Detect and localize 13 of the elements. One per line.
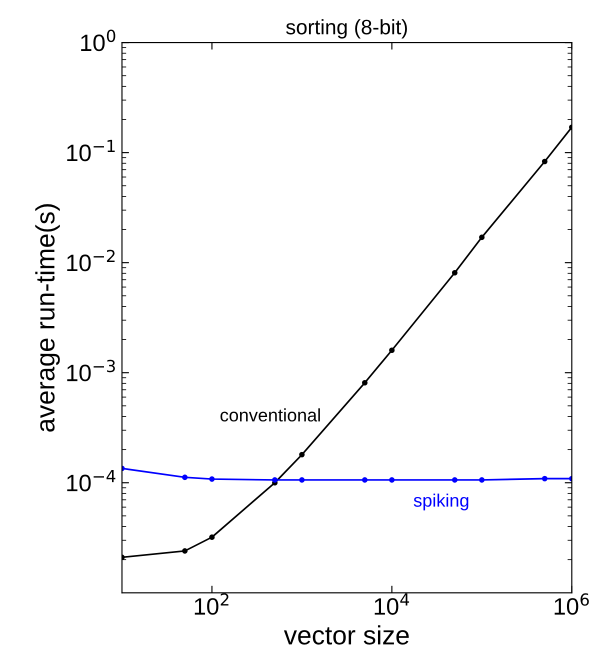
x-tick-label: 10$^{6}$ (554, 593, 589, 615)
x-tick-label: 10$^{4}$ (374, 593, 410, 615)
y-tick-label: 10$^{0}$ (81, 30, 116, 52)
x-axis-title: vector size (284, 625, 409, 645)
series-label: conventional (220, 408, 320, 422)
y-tick-label: 10$^{−1}$ (67, 140, 115, 162)
x-tick-label: 10$^{2}$ (194, 593, 228, 615)
series-label: spiking (414, 494, 468, 510)
y-tick-label: 10$^{−2}$ (67, 250, 115, 272)
y-axis-title: average run-time(s) (35, 204, 60, 432)
y-tick-label: 10$^{−4}$ (67, 470, 116, 492)
chart-title: sorting (8-bit) (286, 19, 407, 39)
y-tick-label: 10$^{−3}$ (67, 360, 115, 382)
